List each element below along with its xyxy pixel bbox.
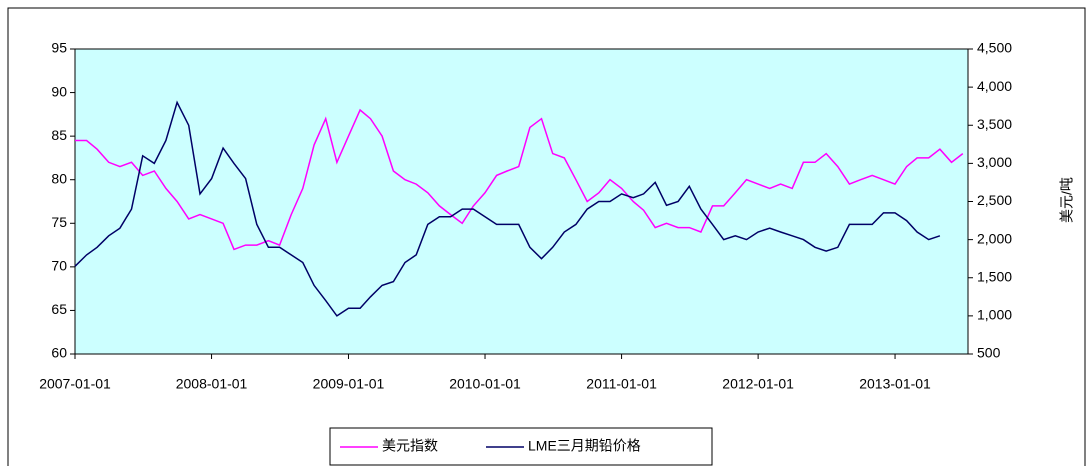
y-tick-label: 95 (51, 40, 67, 56)
x-tick-label: 2011-01-01 (586, 376, 657, 392)
chart-frame (7, 7, 1086, 466)
y-tick-label: 70 (51, 258, 67, 274)
y-tick-label: 60 (51, 345, 67, 361)
y2-tick-label: 500 (977, 345, 1001, 361)
y2-tick-label: 4,000 (977, 78, 1012, 94)
x-tick-label: 2013-01-01 (859, 376, 931, 392)
y2-axis-label: 美元/吨 (1059, 177, 1075, 223)
series-line (74, 100, 941, 317)
legend-label: 美元指数 (382, 438, 438, 454)
y2-tick-label: 3,000 (977, 154, 1012, 170)
x-tick-label: 2007-01-01 (39, 376, 111, 392)
y-tick-label: 85 (51, 127, 67, 143)
y2-tick-label: 1,500 (977, 268, 1012, 284)
plot-area (74, 48, 969, 355)
y-tick-label: 90 (51, 83, 67, 99)
legend-label: LME三月期铅价格 (528, 438, 641, 454)
y2-tick-label: 1,000 (977, 307, 1012, 323)
y2-tick-label: 4,500 (977, 40, 1012, 56)
y-tick-label: 75 (51, 214, 67, 230)
x-tick-label: 2008-01-01 (176, 376, 248, 392)
y2-tick-label: 2,000 (977, 230, 1012, 246)
series-line (75, 108, 964, 251)
x-tick-label: 2009-01-01 (313, 376, 385, 392)
y-tick-label: 65 (51, 301, 67, 317)
x-tick-label: 2012-01-01 (722, 376, 794, 392)
y2-tick-label: 3,500 (977, 116, 1012, 132)
y-tick-label: 80 (51, 170, 67, 186)
y2-tick-label: 2,500 (977, 192, 1012, 208)
x-tick-label: 2010-01-01 (449, 376, 521, 392)
